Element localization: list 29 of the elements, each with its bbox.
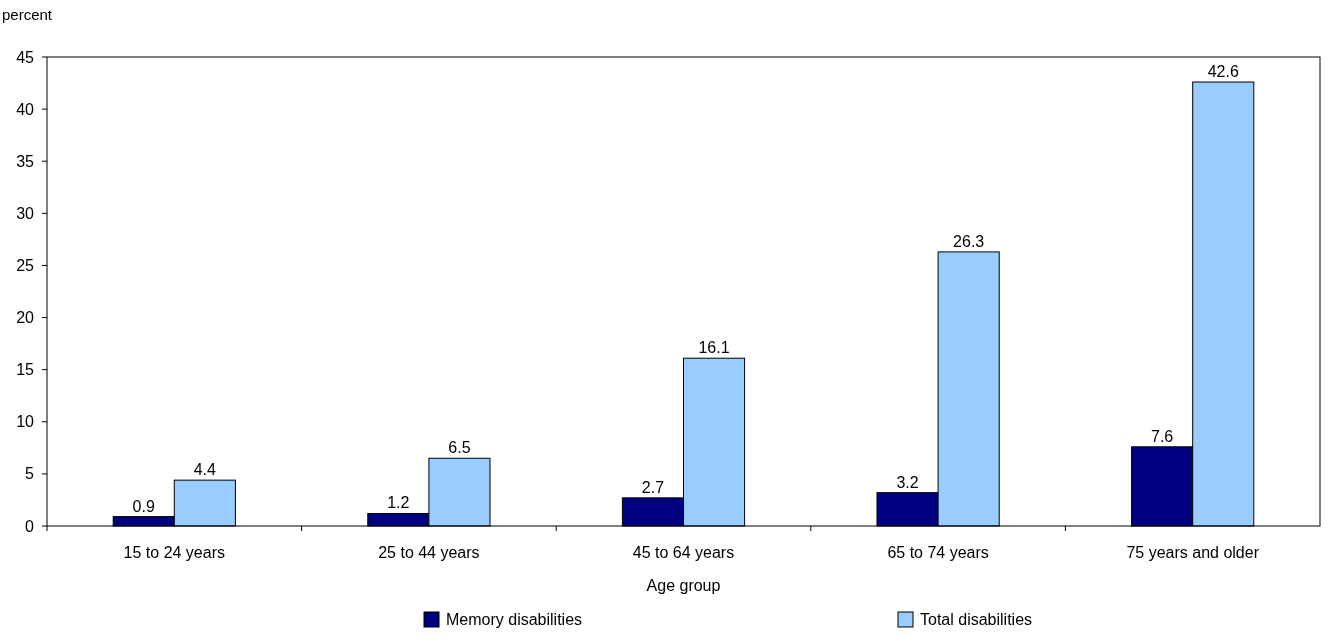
- x-tick-label: 15 to 24 years: [123, 544, 225, 561]
- data-label: 3.2: [896, 473, 919, 491]
- y-tick-label: 5: [25, 465, 35, 483]
- y-tick-label: 45: [16, 48, 35, 66]
- legend-label: Memory disabilities: [446, 611, 583, 628]
- data-label: 26.3: [953, 232, 985, 250]
- y-tick-label: 15: [16, 361, 35, 379]
- y-tick-label: 40: [16, 100, 35, 118]
- y-axis-title: percent: [2, 6, 53, 23]
- data-label: 7.6: [1151, 427, 1174, 445]
- data-label: 4.4: [193, 461, 217, 479]
- data-label: 1.2: [387, 494, 410, 512]
- y-tick-label: 30: [16, 204, 35, 222]
- x-axis-title: Age group: [646, 577, 721, 594]
- x-tick-label: 75 years and older: [1126, 544, 1260, 561]
- y-tick-label: 25: [16, 257, 35, 275]
- data-label: 16.1: [698, 339, 730, 357]
- data-label: 2.7: [641, 478, 665, 496]
- data-label: 0.9: [132, 497, 155, 515]
- y-tick-label: 10: [16, 413, 35, 431]
- x-tick-label: 25 to 44 years: [378, 544, 480, 561]
- legend-label: Total disabilities: [920, 611, 1033, 628]
- y-tick-label: 35: [16, 152, 35, 170]
- y-tick-label: 20: [16, 309, 35, 327]
- x-tick-label: 65 to 74 years: [887, 544, 989, 561]
- x-tick-label: 45 to 64 years: [632, 544, 735, 561]
- y-tick-label: 0: [25, 517, 35, 535]
- data-label: 6.5: [448, 439, 471, 457]
- data-label: 42.6: [1207, 63, 1239, 81]
